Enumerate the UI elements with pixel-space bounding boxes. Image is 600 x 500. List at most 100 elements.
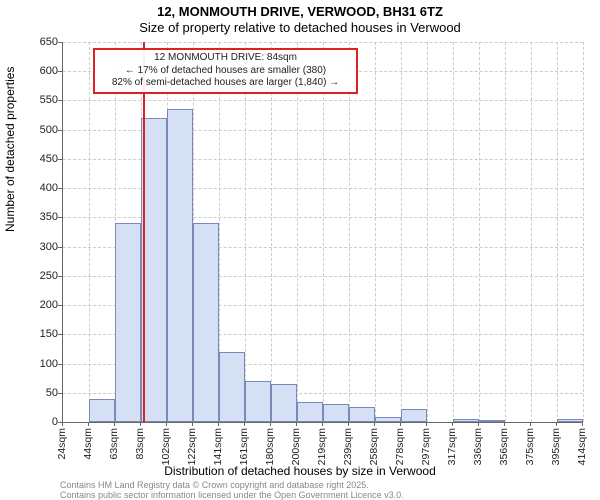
y-tick-mark <box>58 217 62 218</box>
grid-line-v <box>479 42 480 422</box>
histogram-bar <box>219 352 245 422</box>
histogram-bar <box>453 419 479 422</box>
x-tick-label: 239sqm <box>342 428 354 465</box>
y-tick-label: 100 <box>22 358 58 370</box>
x-tick-mark <box>556 422 557 426</box>
y-tick-label: 350 <box>22 211 58 223</box>
y-tick-label: 600 <box>22 65 58 77</box>
grid-line-v <box>557 42 558 422</box>
x-tick-mark <box>504 422 505 426</box>
histogram-bar <box>193 223 219 422</box>
y-tick-mark <box>58 247 62 248</box>
y-tick-mark <box>58 305 62 306</box>
x-tick-label: 414sqm <box>576 428 588 465</box>
x-tick-mark <box>88 422 89 426</box>
x-tick-label: 336sqm <box>472 428 484 465</box>
x-tick-label: 297sqm <box>420 428 432 465</box>
y-tick-label: 300 <box>22 241 58 253</box>
y-tick-mark <box>58 334 62 335</box>
grid-line-v <box>271 42 272 422</box>
x-tick-mark <box>348 422 349 426</box>
x-tick-label: 219sqm <box>316 428 328 465</box>
histogram-bar <box>375 417 401 422</box>
y-tick-label: 50 <box>22 387 58 399</box>
x-tick-label: 63sqm <box>108 428 120 460</box>
histogram-bar <box>89 399 115 422</box>
annotation-line: 12 MONMOUTH DRIVE: 84sqm <box>99 52 352 65</box>
x-tick-label: 24sqm <box>56 428 68 460</box>
x-tick-mark <box>114 422 115 426</box>
y-tick-mark <box>58 188 62 189</box>
x-tick-label: 356sqm <box>498 428 510 465</box>
histogram-bar <box>479 420 505 422</box>
y-tick-label: 650 <box>22 36 58 48</box>
x-tick-label: 122sqm <box>186 428 198 465</box>
plot-area: 12 MONMOUTH DRIVE: 84sqm← 17% of detache… <box>62 42 583 423</box>
y-tick-mark <box>58 71 62 72</box>
y-tick-label: 0 <box>22 416 58 428</box>
grid-line-v <box>323 42 324 422</box>
x-tick-mark <box>582 422 583 426</box>
x-tick-mark <box>140 422 141 426</box>
grid-line-v <box>89 42 90 422</box>
histogram-bar <box>349 407 375 422</box>
y-tick-mark <box>58 100 62 101</box>
y-tick-label: 550 <box>22 94 58 106</box>
y-tick-label: 250 <box>22 270 58 282</box>
annotation-line: ← 17% of detached houses are smaller (38… <box>99 65 352 78</box>
x-tick-label: 180sqm <box>264 428 276 465</box>
y-tick-mark <box>58 393 62 394</box>
x-tick-mark <box>400 422 401 426</box>
grid-line-v <box>401 42 402 422</box>
x-tick-mark <box>322 422 323 426</box>
x-tick-label: 317sqm <box>446 428 458 465</box>
x-tick-label: 102sqm <box>160 428 172 465</box>
x-axis-label: Distribution of detached houses by size … <box>0 464 600 478</box>
grid-line-v <box>297 42 298 422</box>
histogram-bar <box>401 409 427 422</box>
grid-line-v <box>505 42 506 422</box>
histogram-bar <box>323 404 349 422</box>
x-tick-mark <box>296 422 297 426</box>
x-tick-mark <box>452 422 453 426</box>
x-tick-label: 395sqm <box>550 428 562 465</box>
x-tick-mark <box>374 422 375 426</box>
y-tick-label: 450 <box>22 153 58 165</box>
chart-title-main: 12, MONMOUTH DRIVE, VERWOOD, BH31 6TZ <box>0 4 600 19</box>
grid-line-v <box>349 42 350 422</box>
chart-title-sub: Size of property relative to detached ho… <box>0 20 600 35</box>
y-tick-mark <box>58 130 62 131</box>
y-tick-label: 150 <box>22 328 58 340</box>
x-tick-mark <box>270 422 271 426</box>
property-marker-line <box>143 42 145 422</box>
grid-line-v <box>583 42 584 422</box>
x-tick-label: 44sqm <box>82 428 94 460</box>
histogram-bar <box>557 419 583 422</box>
x-tick-label: 200sqm <box>290 428 302 465</box>
grid-line-v <box>375 42 376 422</box>
y-axis-label: Number of detached properties <box>3 67 17 232</box>
y-tick-mark <box>58 364 62 365</box>
annotation-line: 82% of semi-detached houses are larger (… <box>99 77 352 90</box>
x-tick-mark <box>166 422 167 426</box>
y-tick-label: 200 <box>22 299 58 311</box>
x-tick-mark <box>478 422 479 426</box>
x-tick-label: 375sqm <box>524 428 536 465</box>
x-tick-mark <box>244 422 245 426</box>
x-tick-label: 161sqm <box>238 428 250 465</box>
footer-line-1: Contains HM Land Registry data © Crown c… <box>60 480 369 490</box>
histogram-bar <box>245 381 271 422</box>
grid-line-v <box>245 42 246 422</box>
x-tick-label: 278sqm <box>394 428 406 465</box>
y-tick-label: 500 <box>22 124 58 136</box>
annotation-box: 12 MONMOUTH DRIVE: 84sqm← 17% of detache… <box>93 48 358 94</box>
y-tick-mark <box>58 276 62 277</box>
x-tick-label: 141sqm <box>212 428 224 465</box>
y-tick-mark <box>58 42 62 43</box>
x-tick-label: 258sqm <box>368 428 380 465</box>
y-tick-mark <box>58 159 62 160</box>
histogram-bar <box>271 384 297 422</box>
x-tick-mark <box>426 422 427 426</box>
chart-container: 12, MONMOUTH DRIVE, VERWOOD, BH31 6TZ Si… <box>0 0 600 500</box>
y-tick-label: 400 <box>22 182 58 194</box>
